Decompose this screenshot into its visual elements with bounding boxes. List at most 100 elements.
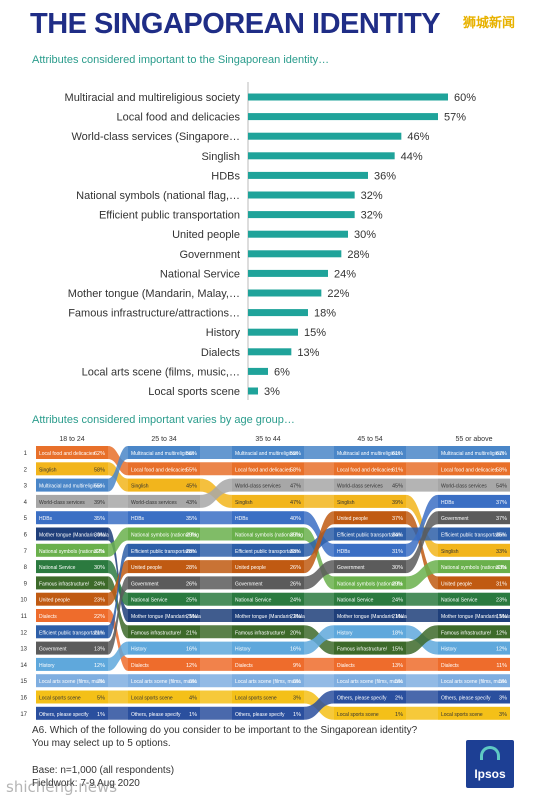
rank-box <box>128 511 200 525</box>
rank-box-value: 11% <box>496 663 507 669</box>
rank-box <box>232 609 304 622</box>
rank-box-value: 55% <box>94 484 105 490</box>
rank-flow-band <box>108 674 128 688</box>
rank-box <box>128 641 200 655</box>
rank-box-label: Local arts scene (films, music <box>235 679 301 685</box>
rank-box <box>36 478 108 492</box>
rank-box-value: 40% <box>290 516 301 522</box>
rank-box-value: 39% <box>392 500 403 506</box>
age-group-header: 55 or above <box>456 436 493 443</box>
rank-box-label: Local food and delicacies <box>441 467 498 473</box>
rank-flow-band <box>304 690 334 720</box>
rank-box-value: 7% <box>97 679 105 685</box>
rank-box <box>232 576 304 590</box>
rank-flow-band <box>406 625 438 655</box>
rank-box-value: 55% <box>186 467 197 473</box>
rank-box-label: National symbols (national flag <box>235 533 303 539</box>
rank-box-value: 54% <box>496 484 507 490</box>
rank-box <box>128 543 200 557</box>
rank-box <box>232 543 304 557</box>
rank-box-label: World-class services <box>337 484 383 490</box>
age-group-header: 35 to 44 <box>255 436 280 443</box>
rank-flow-band <box>200 446 232 459</box>
rank-box-value: 47% <box>290 500 301 506</box>
rank-flow-band <box>304 462 334 476</box>
rank-box <box>438 609 510 622</box>
rank-box-value: 23% <box>496 598 507 604</box>
rank-box <box>438 641 510 655</box>
page-title: THE SINGAPOREAN IDENTITY <box>30 8 441 40</box>
rank-box-value: 24% <box>94 581 105 587</box>
bar-value-label: 28% <box>347 249 369 261</box>
rank-box-label: Government <box>39 647 67 653</box>
rank-flow-band <box>304 657 334 671</box>
rank-box-label: Singlish <box>441 549 459 555</box>
rank-box <box>128 592 200 606</box>
rank-box-label: Famous infrastructure/ <box>441 630 492 636</box>
bar <box>248 289 322 297</box>
rank-box-value: 13% <box>94 647 105 653</box>
rank-flow-band <box>406 674 438 688</box>
rank-box-label: Government <box>131 581 159 587</box>
bar-category-label: Local food and delicacies <box>116 112 240 124</box>
rank-flow-band <box>406 657 438 671</box>
rank-box-label: History <box>441 647 457 653</box>
bar <box>248 309 308 317</box>
rank-box-label: United people <box>337 516 368 522</box>
bar-category-label: National Service <box>160 268 240 280</box>
rank-box-label: Dialects <box>39 614 57 620</box>
rank-box-value: 3% <box>499 696 507 702</box>
rank-flow-band <box>304 609 334 622</box>
bar-value-label: 15% <box>304 327 326 339</box>
rank-flow-band <box>108 527 128 622</box>
rank-box-value: 5% <box>395 679 403 685</box>
rank-box-label: National symbols (national fla <box>39 549 105 555</box>
rank-box-value: 21% <box>186 630 197 636</box>
bar <box>248 250 342 258</box>
rank-flow-band <box>108 576 128 655</box>
rank-box-label: Dialects <box>441 663 459 669</box>
rank-box-label: Local arts scene (films, music <box>337 679 403 685</box>
rank-box <box>438 543 510 557</box>
rank-box-label: Dialects <box>131 663 149 669</box>
rank-box-value: 30% <box>94 533 105 539</box>
bar-value-label: 60% <box>454 92 476 104</box>
rank-box-label: Singlish <box>235 500 253 506</box>
bar <box>248 387 258 395</box>
rank-flow-band <box>108 641 128 671</box>
rank-box-value: 61% <box>392 467 403 473</box>
rank-box-value: 62% <box>94 451 105 457</box>
rank-flow-band <box>108 446 128 476</box>
rank-box-value: 31% <box>496 581 507 587</box>
rank-box-value: 37% <box>496 516 507 522</box>
bar-category-label: Singlish <box>201 151 240 163</box>
rank-box <box>438 527 510 541</box>
rank-box-label: Mother tongue (Mandarin, Mala <box>235 614 305 620</box>
rank-box-label: Others, please specify <box>235 712 285 718</box>
rank-flow-band <box>304 592 334 606</box>
bar-value-label: 44% <box>401 151 423 163</box>
rank-box-value: 28% <box>186 549 197 555</box>
rank-box-label: HDBs <box>235 516 249 522</box>
rank-box-value: 33% <box>290 549 301 555</box>
rank-box-label: Local food and delicacies <box>235 467 292 473</box>
bar-value-label: 32% <box>361 210 383 222</box>
rank-flow-band <box>406 446 438 459</box>
rank-box <box>36 674 108 688</box>
rank-flow-band <box>200 706 232 720</box>
bar-category-label: Multiracial and multireligious society <box>65 92 241 104</box>
rank-flow-band <box>200 560 232 574</box>
rank-box <box>334 446 406 459</box>
rank-number: 3 <box>24 484 28 490</box>
rank-box-value: 2% <box>395 696 403 702</box>
rank-box <box>36 527 108 541</box>
rank-box-value: 58% <box>94 467 105 473</box>
age-group-bump-chart: 18 to 24 25 to 34 35 to 44 45 to 54 55 or ab… <box>20 436 511 720</box>
rank-box <box>438 462 510 476</box>
rank-box <box>232 706 304 720</box>
rank-flow-band <box>406 478 438 492</box>
bar-value-label: 3% <box>264 386 280 398</box>
rank-flow-band <box>406 560 438 590</box>
rank-flow-band <box>304 478 334 492</box>
rank-box-value: 6% <box>189 679 197 685</box>
